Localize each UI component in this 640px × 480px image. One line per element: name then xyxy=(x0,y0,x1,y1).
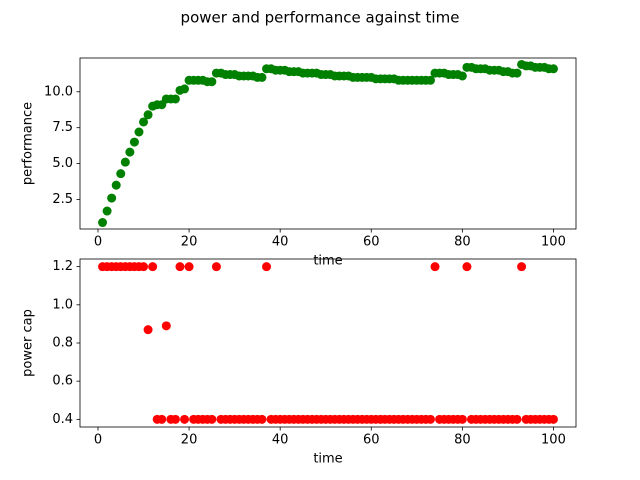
point xyxy=(462,262,472,272)
point xyxy=(180,414,190,424)
axes-frame xyxy=(79,57,577,230)
x-tick-label: 80 xyxy=(454,235,471,250)
point xyxy=(184,262,194,272)
y-tick-label: 0.6 xyxy=(52,374,73,389)
point xyxy=(157,414,167,424)
point xyxy=(170,94,180,104)
point xyxy=(111,180,121,190)
point xyxy=(457,71,467,81)
point xyxy=(425,414,435,424)
point xyxy=(425,75,435,85)
point xyxy=(98,218,108,228)
figure-title: power and performance against time xyxy=(181,9,460,27)
y-axis-label: performance xyxy=(21,102,36,185)
point xyxy=(116,169,126,179)
point xyxy=(262,262,272,272)
x-axis-label: time xyxy=(313,452,342,467)
y-tick-label: 0.4 xyxy=(52,412,73,427)
point xyxy=(148,262,158,272)
point xyxy=(517,262,527,272)
point xyxy=(211,262,221,272)
point xyxy=(175,262,185,272)
x-tick-label: 20 xyxy=(181,433,198,448)
y-tick-label: 0.8 xyxy=(52,336,73,351)
y-tick-label: 10.0 xyxy=(44,84,73,99)
x-tick-label: 60 xyxy=(363,235,380,250)
point xyxy=(257,414,267,424)
point xyxy=(257,72,267,82)
point xyxy=(125,147,135,157)
point xyxy=(548,414,558,424)
point xyxy=(129,137,139,147)
point xyxy=(120,157,130,167)
x-tick-label: 40 xyxy=(272,235,289,250)
x-axis-label: time xyxy=(313,254,342,269)
point xyxy=(207,414,217,424)
x-tick-label: 0 xyxy=(94,235,102,250)
point xyxy=(102,206,112,216)
y-tick-label: 1.2 xyxy=(52,259,73,274)
y-axis-label: power cap xyxy=(21,309,36,377)
point xyxy=(180,84,190,94)
point xyxy=(143,325,153,335)
x-tick-label: 20 xyxy=(181,235,198,250)
point xyxy=(430,262,440,272)
point xyxy=(512,414,522,424)
y-tick-label: 2.5 xyxy=(52,192,73,207)
y-tick-label: 1.0 xyxy=(52,297,73,312)
x-tick-label: 80 xyxy=(454,433,471,448)
y-tick-label: 7.5 xyxy=(52,120,73,135)
point xyxy=(139,117,149,127)
x-tick-label: 0 xyxy=(94,433,102,448)
point xyxy=(143,110,153,120)
point xyxy=(161,321,171,331)
point xyxy=(512,68,522,78)
point xyxy=(107,193,117,203)
point xyxy=(170,414,180,424)
x-tick-label: 100 xyxy=(541,433,566,448)
point xyxy=(139,262,149,272)
x-tick-label: 60 xyxy=(363,433,380,448)
x-tick-label: 40 xyxy=(272,433,289,448)
point xyxy=(207,77,217,87)
point xyxy=(457,414,467,424)
point xyxy=(134,127,144,137)
y-tick-label: 5.0 xyxy=(52,156,73,171)
point xyxy=(548,64,558,74)
x-tick-label: 100 xyxy=(541,235,566,250)
